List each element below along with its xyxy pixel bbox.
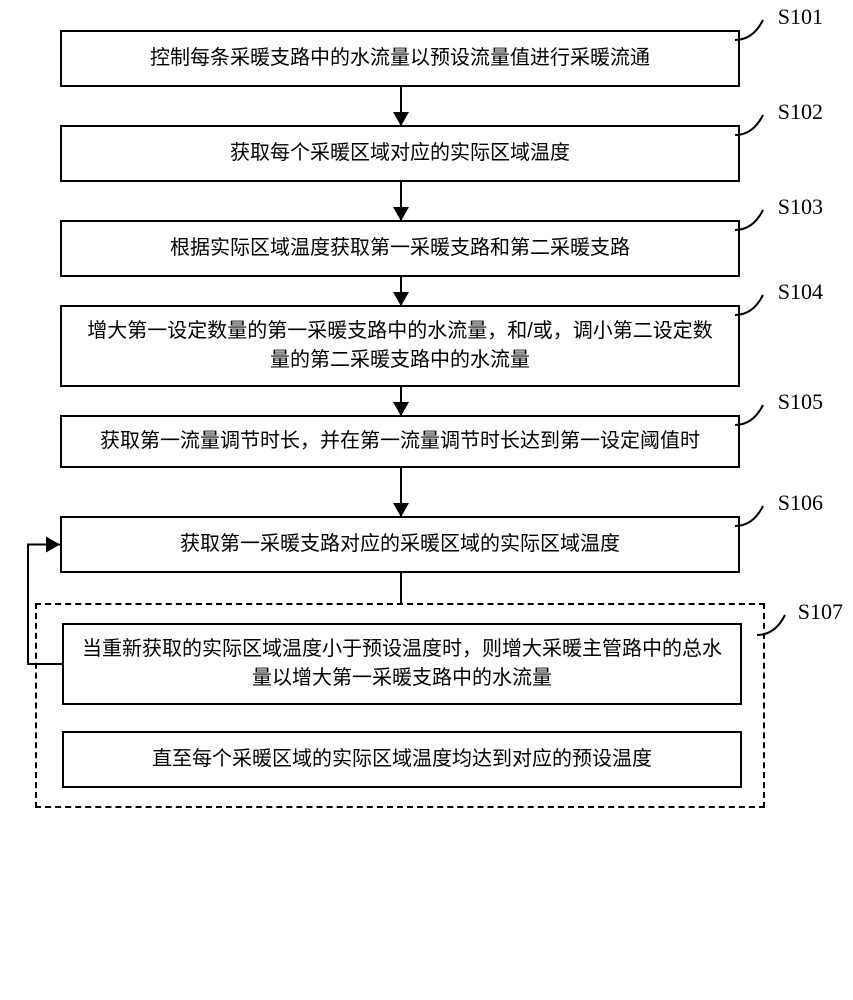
step-s104: S104 增大第一设定数量的第一采暖支路中的水流量，和/或，调小第二设定数量的第… (20, 305, 833, 387)
curve-s102 (735, 113, 771, 137)
box-s101: 控制每条采暖支路中的水流量以预设流量值进行采暖流通 (60, 30, 740, 87)
box-s102: 获取每个采暖区域对应的实际区域温度 (60, 125, 740, 182)
curve-s104 (735, 293, 771, 317)
label-s105: S105 (778, 389, 823, 415)
box-s104: 增大第一设定数量的第一采暖支路中的水流量，和/或，调小第二设定数量的第二采暖支路… (60, 305, 740, 387)
step-s107: S107 当重新获取的实际区域温度小于预设温度时，则增大采暖主管路中的总水量以增… (20, 603, 833, 808)
label-s107: S107 (798, 599, 843, 625)
curve-s101 (735, 18, 771, 42)
step-s103: S103 根据实际区域温度获取第一采暖支路和第二采暖支路 (20, 220, 833, 277)
box-s105: 获取第一流量调节时长，并在第一流量调节时长达到第一设定阈值时 (60, 415, 740, 468)
flowchart: S101 控制每条采暖支路中的水流量以预设流量值进行采暖流通 S102 获取每个… (20, 30, 833, 808)
label-s103: S103 (778, 194, 823, 220)
box-s103: 根据实际区域温度获取第一采暖支路和第二采暖支路 (60, 220, 740, 277)
arrow-s102-s103 (400, 182, 402, 220)
label-s101: S101 (778, 4, 823, 30)
step-s105: S105 获取第一流量调节时长，并在第一流量调节时长达到第一设定阈值时 (20, 415, 833, 468)
box-s107a: 当重新获取的实际区域温度小于预设温度时，则增大采暖主管路中的总水量以增大第一采暖… (62, 623, 742, 705)
dashed-group-s107: 当重新获取的实际区域温度小于预设温度时，则增大采暖主管路中的总水量以增大第一采暖… (35, 603, 765, 808)
arrow-s105-s106 (400, 468, 402, 516)
step-s101: S101 控制每条采暖支路中的水流量以预设流量值进行采暖流通 (20, 30, 833, 87)
arrow-s101-s102 (400, 87, 402, 125)
arrow-s103-s104 (400, 277, 402, 305)
label-s104: S104 (778, 279, 823, 305)
step-s106: S106 获取第一采暖支路对应的采暖区域的实际区域温度 (20, 516, 833, 573)
step-s102: S102 获取每个采暖区域对应的实际区域温度 (20, 125, 833, 182)
line-s106-s107 (400, 573, 402, 603)
arrow-s104-s105 (400, 387, 402, 415)
curve-s106 (735, 504, 771, 528)
curve-s105 (735, 403, 771, 427)
label-s102: S102 (778, 99, 823, 125)
box-s107b: 直至每个采暖区域的实际区域温度均达到对应的预设温度 (62, 731, 742, 788)
curve-s103 (735, 208, 771, 232)
box-s106: 获取第一采暖支路对应的采暖区域的实际区域温度 (60, 516, 740, 573)
label-s106: S106 (778, 490, 823, 516)
